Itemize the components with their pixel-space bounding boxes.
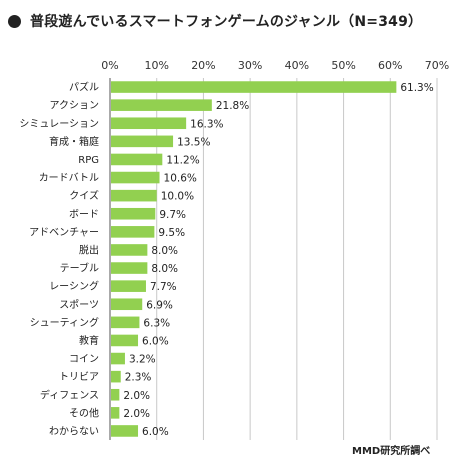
data-label: 2.3% bbox=[125, 372, 152, 384]
bar bbox=[111, 280, 146, 292]
category-label: トリビア bbox=[59, 371, 99, 383]
category-label: コイン bbox=[69, 354, 99, 365]
bar bbox=[111, 117, 187, 130]
category-label: わからない bbox=[49, 425, 99, 437]
data-label: 6.0% bbox=[142, 426, 169, 438]
bar bbox=[111, 226, 155, 238]
bar bbox=[111, 388, 120, 401]
data-label: 10.6% bbox=[164, 173, 197, 185]
category-label: アクション bbox=[50, 100, 100, 112]
bar bbox=[111, 334, 139, 347]
bar bbox=[111, 99, 212, 111]
category-label: その他 bbox=[69, 406, 99, 419]
data-label: 21.8% bbox=[216, 100, 249, 112]
data-label: 2.0% bbox=[123, 408, 150, 420]
chart-title: 普段遊んでいるスマートフォンゲームのジャンル（N=349） bbox=[30, 14, 423, 30]
bullet-icon bbox=[8, 14, 21, 28]
category-label: パズル bbox=[69, 81, 99, 94]
category-label: シミュレーション bbox=[19, 119, 99, 130]
bar bbox=[111, 207, 156, 220]
bar bbox=[111, 135, 174, 148]
category-label: RPG bbox=[78, 155, 99, 166]
category-label: 脱出 bbox=[79, 243, 99, 256]
bar bbox=[111, 425, 139, 437]
x-tick-label: 50% bbox=[331, 59, 355, 72]
bar bbox=[111, 262, 148, 274]
bar bbox=[111, 370, 121, 383]
data-label: 3.2% bbox=[129, 354, 156, 366]
bar bbox=[111, 244, 148, 256]
bar bbox=[111, 316, 140, 329]
data-label: 61.3% bbox=[400, 82, 433, 94]
x-tick-label: 0% bbox=[101, 59, 118, 72]
bar bbox=[111, 81, 397, 93]
data-label: 6.3% bbox=[143, 317, 170, 329]
category-label: 教育 bbox=[79, 334, 99, 347]
category-label: テーブル bbox=[60, 262, 99, 275]
data-label: 6.9% bbox=[146, 299, 173, 311]
bar bbox=[111, 153, 163, 166]
data-label: 10.0% bbox=[161, 191, 194, 203]
x-tick-label: 70% bbox=[425, 59, 449, 72]
category-label: アドベンチャー bbox=[29, 226, 99, 238]
data-label: 7.7% bbox=[150, 281, 177, 293]
data-label: 9.7% bbox=[159, 209, 186, 221]
data-label: 2.0% bbox=[123, 390, 150, 402]
category-label: レーシング bbox=[49, 280, 99, 293]
source-note: MMD研究所調べ bbox=[352, 446, 431, 457]
data-label: 11.2% bbox=[166, 154, 199, 166]
bar bbox=[111, 352, 125, 365]
category-label: カードバトル bbox=[39, 172, 99, 184]
x-tick-label: 60% bbox=[378, 59, 402, 72]
category-label: クイズ bbox=[69, 189, 99, 202]
bar bbox=[111, 189, 157, 202]
data-label: 9.5% bbox=[158, 227, 185, 239]
bar bbox=[111, 171, 160, 184]
data-label: 8.0% bbox=[151, 245, 178, 257]
data-label: 16.3% bbox=[190, 118, 223, 130]
category-label: 育成・箱庭 bbox=[49, 135, 99, 148]
x-tick-label: 40% bbox=[285, 59, 309, 72]
chart-title-row: 普段遊んでいるスマートフォンゲームのジャンル（N=349） bbox=[8, 10, 422, 32]
category-label: ディフェンス bbox=[40, 388, 99, 401]
bar bbox=[111, 298, 143, 311]
data-label: 6.0% bbox=[142, 335, 169, 347]
data-label: 13.5% bbox=[177, 136, 210, 148]
x-tick-label: 10% bbox=[144, 59, 168, 72]
x-tick-label: 20% bbox=[191, 59, 215, 72]
data-label: 8.0% bbox=[151, 263, 178, 275]
category-label: ボード bbox=[69, 208, 99, 220]
category-label: シューティング bbox=[30, 316, 99, 329]
category-label: スポーツ bbox=[59, 299, 99, 311]
bar bbox=[111, 407, 120, 419]
x-tick-label: 30% bbox=[238, 59, 262, 72]
